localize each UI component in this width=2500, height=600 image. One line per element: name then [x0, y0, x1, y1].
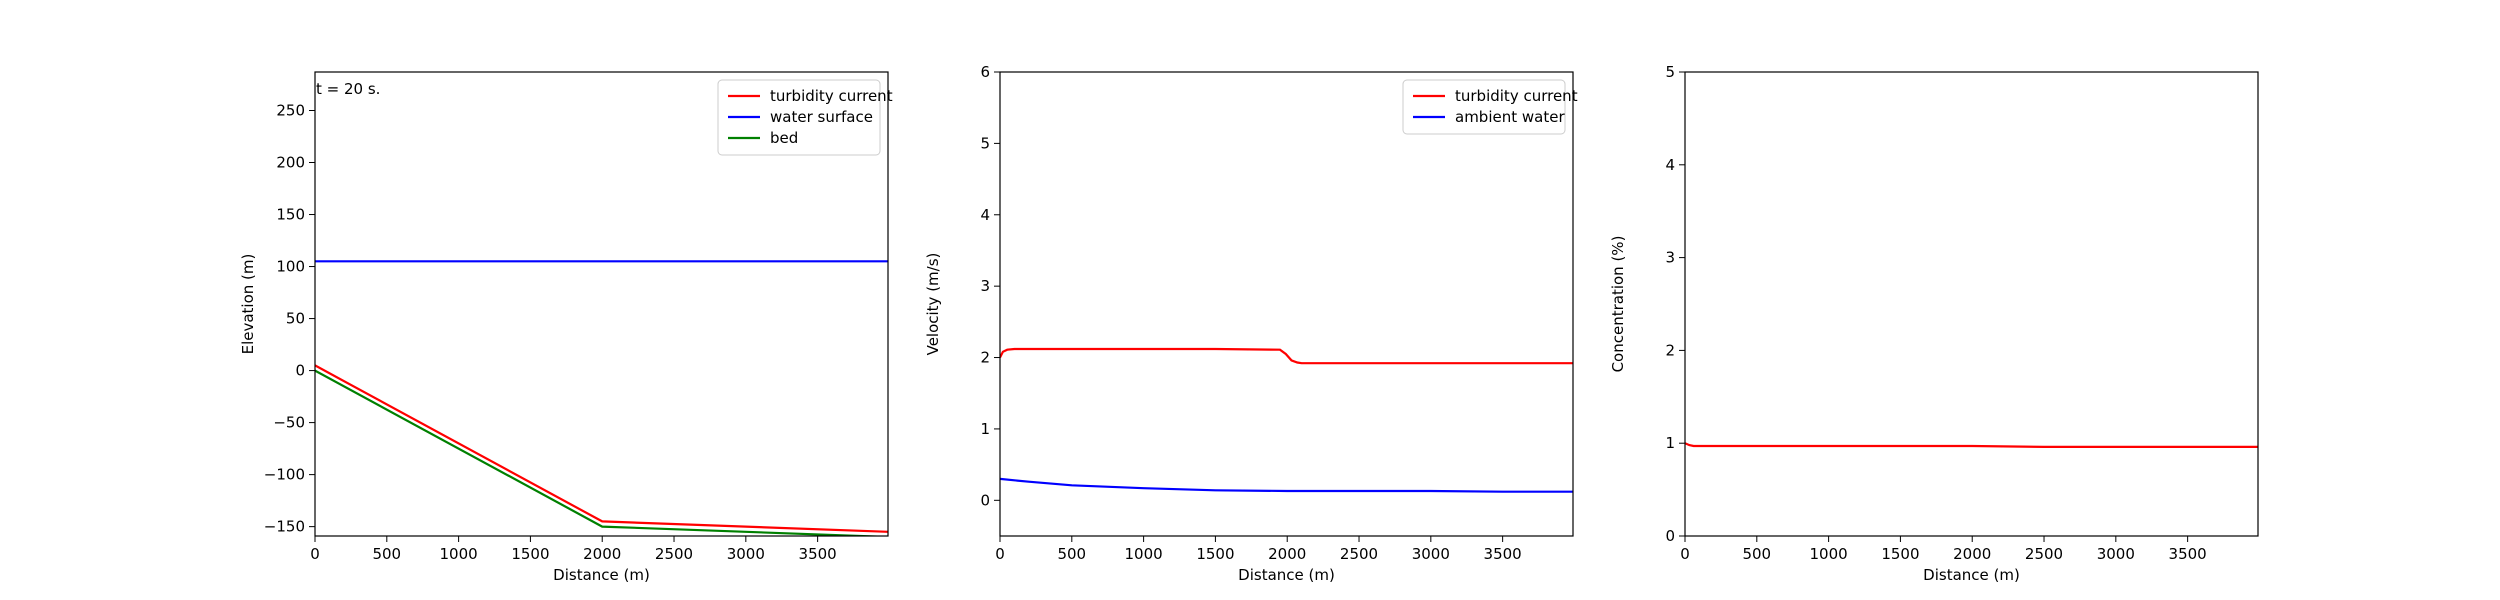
- x-tick-label: 3000: [727, 545, 765, 563]
- x-tick-label: 0: [310, 545, 320, 563]
- x-tick-label: 500: [1742, 545, 1771, 563]
- y-tick-label: 3: [1665, 249, 1675, 267]
- x-tick-label: 3000: [1412, 545, 1450, 563]
- time-annotation: t = 20 s.: [316, 80, 380, 98]
- x-tick-label: 1500: [1881, 545, 1919, 563]
- series-line-series: [1685, 442, 2258, 448]
- y-tick-label: 6: [980, 63, 990, 81]
- y-tick-label: 1: [980, 420, 990, 438]
- y-axis-label: Elevation (m): [239, 254, 257, 355]
- legend-box: [1402, 79, 1566, 135]
- y-tick-label: 4: [1665, 156, 1675, 174]
- panel-3: 0 500 1000 1500 2000 2500 3000 3500 0 1 2 3 4 5 Distan…: [1609, 63, 2259, 584]
- y-tick-label: 2: [980, 349, 990, 367]
- x-tick-label: 2000: [583, 545, 621, 563]
- y-tick-label: 4: [980, 206, 990, 224]
- y-tick-label: 0: [295, 362, 305, 380]
- y-tick-label: 50: [286, 310, 305, 328]
- x-tick-label: 0: [1680, 545, 1690, 563]
- x-tick-label: 1000: [440, 545, 478, 563]
- legend-box: [717, 79, 881, 156]
- plot-frame: [999, 71, 1574, 537]
- x-tick-label: 1000: [1810, 545, 1848, 563]
- series-line-turbidity-current: [315, 364, 888, 533]
- y-tick-label: 5: [1665, 63, 1675, 81]
- y-tick-label: 2: [1665, 341, 1675, 359]
- legend-label: bed: [770, 129, 798, 147]
- y-tick-label: 1: [1665, 434, 1675, 452]
- y-tick-label: 150: [276, 206, 305, 224]
- x-axis-label: Distance (m): [1923, 566, 2020, 584]
- y-tick-label: 5: [980, 134, 990, 152]
- legend-label: turbidity current: [1455, 87, 1578, 105]
- legend: turbidity current water surface bed: [717, 79, 893, 156]
- x-tick-label: 1000: [1125, 545, 1163, 563]
- y-tick-label: 3: [980, 277, 990, 295]
- x-tick-label: 3500: [1484, 545, 1522, 563]
- y-tick-label: 0: [980, 491, 990, 509]
- x-axis-label: Distance (m): [1238, 566, 1335, 584]
- x-tick-label: 2000: [1268, 545, 1306, 563]
- plot-frame: [314, 71, 889, 537]
- x-tick-label: 3500: [2169, 545, 2207, 563]
- legend: turbidity current ambient water: [1402, 79, 1578, 135]
- series-line-ambient-water: [1000, 477, 1573, 493]
- x-tick-label: 3500: [799, 545, 837, 563]
- y-tick-label: 250: [276, 101, 305, 119]
- y-axis-label: Concentration (%): [1609, 236, 1627, 373]
- x-tick-label: 500: [372, 545, 401, 563]
- y-tick-label: −50: [273, 414, 305, 432]
- series-line-turbidity-current: [1000, 347, 1573, 365]
- x-tick-label: 1500: [1196, 545, 1234, 563]
- panel-2: 0 500 1000 1500 2000 2500 3000 3500 0 1 2 3 4 5 6 Dista…: [924, 63, 1578, 584]
- x-tick-label: 1500: [511, 545, 549, 563]
- y-tick-label: −100: [264, 466, 305, 484]
- x-tick-label: 2000: [1953, 545, 1991, 563]
- y-tick-label: −150: [264, 518, 305, 536]
- y-axis-label: Velocity (m/s): [924, 253, 942, 356]
- x-tick-label: 3000: [2097, 545, 2135, 563]
- plot-frame: [1684, 71, 2259, 537]
- x-tick-label: 2500: [655, 545, 693, 563]
- series-line-bed: [315, 369, 888, 536]
- x-tick-label: 2500: [1340, 545, 1378, 563]
- legend-label: turbidity current: [770, 87, 893, 105]
- panel-1: 0 500 1000 1500 2000 2500 3000 3500 −150 −100 −50 0…: [239, 71, 893, 584]
- y-tick-label: 100: [276, 258, 305, 276]
- legend-label: ambient water: [1455, 108, 1565, 126]
- y-tick-label: 200: [276, 154, 305, 172]
- x-tick-label: 500: [1057, 545, 1086, 563]
- x-axis-label: Distance (m): [553, 566, 650, 584]
- legend-label: water surface: [770, 108, 873, 126]
- x-tick-label: 0: [995, 545, 1005, 563]
- x-tick-label: 2500: [2025, 545, 2063, 563]
- y-tick-label: 0: [1665, 527, 1675, 545]
